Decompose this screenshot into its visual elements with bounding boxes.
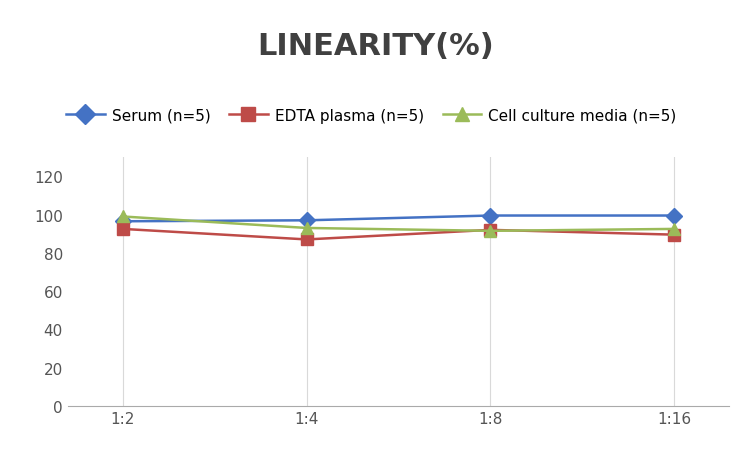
EDTA plasma (n=5) (486, 228, 495, 233)
Cell culture media (n=5) (486, 229, 495, 234)
Cell culture media (n=5) (302, 226, 311, 231)
Line: EDTA plasma (n=5): EDTA plasma (n=5) (117, 224, 680, 245)
Line: Cell culture media (n=5): Cell culture media (n=5) (117, 212, 680, 237)
Cell culture media (n=5) (118, 214, 127, 220)
Serum (n=5) (670, 213, 679, 219)
EDTA plasma (n=5) (302, 237, 311, 243)
Serum (n=5) (118, 219, 127, 225)
Serum (n=5) (486, 213, 495, 219)
Serum (n=5) (302, 218, 311, 224)
Cell culture media (n=5) (670, 227, 679, 232)
Text: LINEARITY(%): LINEARITY(%) (258, 32, 494, 60)
EDTA plasma (n=5) (118, 227, 127, 232)
Legend: Serum (n=5), EDTA plasma (n=5), Cell culture media (n=5): Serum (n=5), EDTA plasma (n=5), Cell cul… (60, 102, 683, 129)
EDTA plasma (n=5) (670, 232, 679, 238)
Line: Serum (n=5): Serum (n=5) (117, 211, 680, 227)
